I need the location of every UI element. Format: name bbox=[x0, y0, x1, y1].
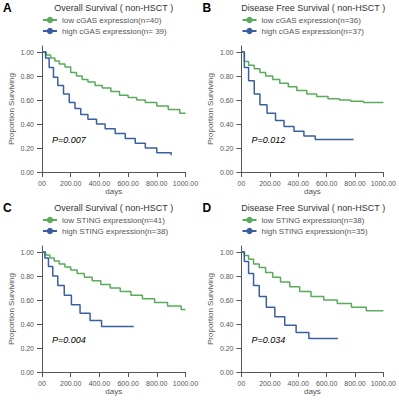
svg-text:400.00: 400.00 bbox=[288, 180, 310, 187]
svg-text:P=0.012: P=0.012 bbox=[252, 135, 286, 145]
svg-text:00: 00 bbox=[38, 180, 46, 187]
svg-text:0.40: 0.40 bbox=[220, 321, 234, 328]
svg-text:0.80: 0.80 bbox=[20, 273, 34, 280]
svg-text:days: days bbox=[304, 187, 321, 196]
svg-text:low cGAS expression(n=40): low cGAS expression(n=40) bbox=[62, 16, 162, 25]
svg-text:low cGAS expression(n=36): low cGAS expression(n=36) bbox=[262, 16, 362, 25]
svg-text:0.40: 0.40 bbox=[220, 121, 234, 128]
svg-text:800.00: 800.00 bbox=[146, 180, 168, 187]
svg-text:Proportion Surviving: Proportion Surviving bbox=[7, 273, 16, 345]
svg-text:0.60: 0.60 bbox=[20, 97, 34, 104]
svg-text:1.00: 1.00 bbox=[220, 249, 234, 256]
svg-text:P=0.004: P=0.004 bbox=[52, 335, 86, 345]
svg-text:800.00: 800.00 bbox=[344, 180, 366, 187]
svg-text:00: 00 bbox=[238, 180, 246, 187]
svg-text:800.00: 800.00 bbox=[344, 380, 366, 387]
svg-text:Overall Survival ( non-HSCT ): Overall Survival ( non-HSCT ) bbox=[54, 203, 173, 213]
svg-text:0.80: 0.80 bbox=[220, 73, 234, 80]
svg-text:0.00: 0.00 bbox=[220, 369, 234, 376]
svg-text:0.20: 0.20 bbox=[220, 145, 234, 152]
svg-text:00: 00 bbox=[238, 380, 246, 387]
svg-text:Disease Free Survival ( non-HS: Disease Free Survival ( non-HSCT ) bbox=[241, 203, 385, 213]
svg-text:Disease Free Survival ( non-HS: Disease Free Survival ( non-HSCT ) bbox=[241, 3, 385, 13]
svg-text:1000.00: 1000.00 bbox=[173, 380, 198, 387]
svg-text:200.00: 200.00 bbox=[259, 380, 281, 387]
svg-text:A: A bbox=[3, 1, 12, 15]
svg-text:P=0.034: P=0.034 bbox=[252, 335, 286, 345]
svg-text:B: B bbox=[203, 1, 212, 15]
svg-text:days: days bbox=[105, 187, 122, 196]
svg-text:400.00: 400.00 bbox=[89, 180, 111, 187]
svg-text:1.00: 1.00 bbox=[20, 249, 34, 256]
svg-text:0.20: 0.20 bbox=[220, 345, 234, 352]
svg-text:high cGAS expression(n= 39): high cGAS expression(n= 39) bbox=[62, 27, 167, 36]
svg-text:200.00: 200.00 bbox=[259, 180, 281, 187]
svg-text:200.00: 200.00 bbox=[60, 180, 82, 187]
svg-text:high STING expression(n=38): high STING expression(n=38) bbox=[62, 227, 168, 236]
svg-text:0.20: 0.20 bbox=[20, 345, 34, 352]
svg-text:400.00: 400.00 bbox=[288, 380, 310, 387]
svg-text:600.00: 600.00 bbox=[117, 380, 139, 387]
svg-text:200.00: 200.00 bbox=[60, 380, 82, 387]
svg-text:low STING expression(n=41): low STING expression(n=41) bbox=[62, 216, 165, 225]
svg-text:600.00: 600.00 bbox=[316, 380, 338, 387]
svg-text:days: days bbox=[304, 387, 321, 396]
svg-text:0.40: 0.40 bbox=[20, 321, 34, 328]
svg-text:0.80: 0.80 bbox=[220, 273, 234, 280]
svg-text:Overall Survival ( non-HSCT ): Overall Survival ( non-HSCT ) bbox=[54, 3, 173, 13]
svg-text:400.00: 400.00 bbox=[89, 380, 111, 387]
svg-text:days: days bbox=[105, 387, 122, 396]
svg-text:0.60: 0.60 bbox=[20, 297, 34, 304]
svg-text:0.60: 0.60 bbox=[220, 97, 234, 104]
svg-text:Proportion Surviving: Proportion Surviving bbox=[206, 73, 215, 145]
svg-text:D: D bbox=[203, 201, 212, 215]
svg-text:600.00: 600.00 bbox=[117, 180, 139, 187]
svg-text:P=0.007: P=0.007 bbox=[52, 135, 87, 145]
svg-text:high cGAS expression(n=37): high cGAS expression(n=37) bbox=[262, 27, 365, 36]
svg-text:0.20: 0.20 bbox=[20, 145, 34, 152]
svg-text:1000.00: 1000.00 bbox=[371, 180, 396, 187]
svg-text:C: C bbox=[3, 201, 12, 215]
svg-text:0.00: 0.00 bbox=[20, 369, 34, 376]
svg-text:00: 00 bbox=[38, 380, 46, 387]
svg-text:0.80: 0.80 bbox=[20, 73, 34, 80]
svg-text:1.00: 1.00 bbox=[20, 49, 34, 56]
svg-text:high STING expression(n=35): high STING expression(n=35) bbox=[262, 227, 368, 236]
svg-text:1000.00: 1000.00 bbox=[371, 380, 396, 387]
svg-text:600.00: 600.00 bbox=[316, 180, 338, 187]
svg-text:0.00: 0.00 bbox=[20, 169, 34, 176]
svg-text:800.00: 800.00 bbox=[146, 380, 168, 387]
svg-text:low STING expression(n=38): low STING expression(n=38) bbox=[262, 216, 365, 225]
svg-text:Proportion Surviving: Proportion Surviving bbox=[7, 73, 16, 145]
svg-text:0.60: 0.60 bbox=[220, 297, 234, 304]
svg-text:1.00: 1.00 bbox=[220, 49, 234, 56]
svg-text:0.40: 0.40 bbox=[20, 121, 34, 128]
svg-text:0.00: 0.00 bbox=[220, 169, 234, 176]
svg-text:1000.00: 1000.00 bbox=[173, 180, 198, 187]
svg-text:Proportion Surviving: Proportion Surviving bbox=[206, 273, 215, 345]
